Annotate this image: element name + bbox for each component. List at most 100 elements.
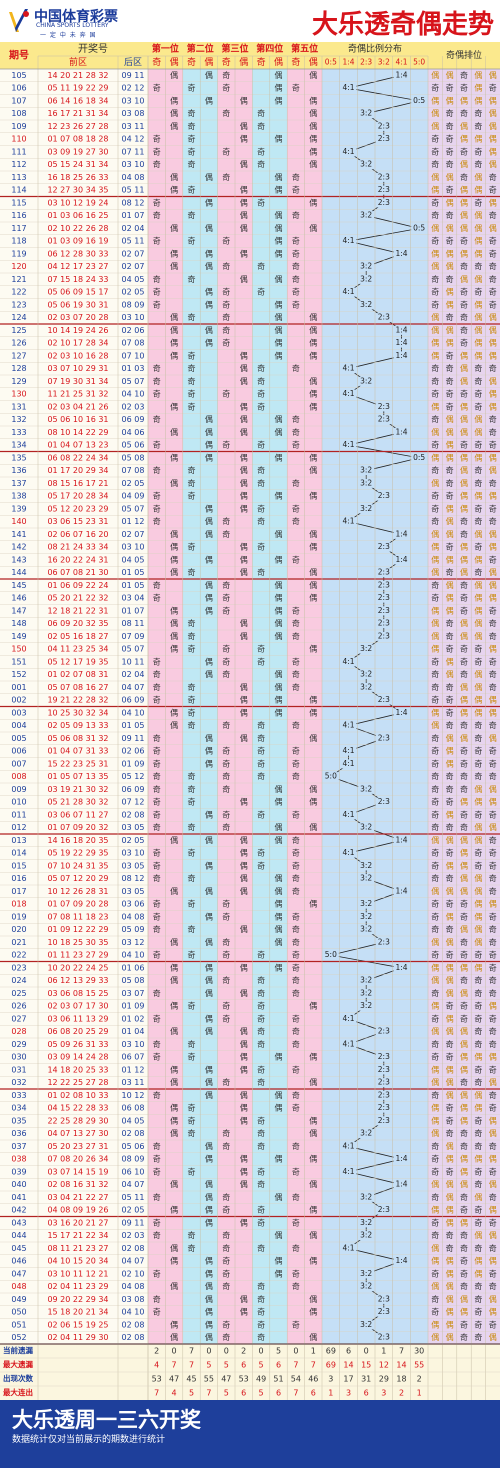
row-parity-mark: 偶: [275, 185, 283, 195]
row-arrangement-mark: 偶: [460, 491, 468, 501]
row-front-numbers: 01 02 08 10 33: [47, 1091, 108, 1100]
row-arrangement-mark: 奇: [460, 146, 468, 156]
row-parity-mark: 偶: [240, 848, 248, 858]
row-arrangement-mark: 奇: [489, 937, 497, 947]
ratio-mark: 3:2: [360, 1192, 372, 1201]
ratio-mark-bg: [375, 542, 392, 552]
row-parity-mark: 偶: [240, 503, 248, 513]
row-parity-mark: 偶: [309, 1052, 317, 1062]
stats-value: 5: [206, 1361, 211, 1370]
row-parity-mark: 偶: [170, 1026, 178, 1036]
row-arrangement-mark: 奇: [431, 440, 439, 450]
row-arrangement-mark: 奇: [431, 134, 439, 144]
ratio-mark-bg: [375, 631, 392, 641]
row-parity-mark: 偶: [240, 1039, 248, 1049]
row-parity-mark: 奇: [257, 809, 265, 819]
row-period: 021: [11, 938, 26, 947]
row-parity-mark: 偶: [309, 1077, 317, 1087]
row-parity-mark: 奇: [257, 733, 265, 743]
row-front-numbers: 02 06 07 16 20: [47, 530, 108, 539]
row-arrangement-mark: 偶: [446, 299, 454, 309]
row-period: 020: [11, 925, 26, 934]
page-title: 大乐透奇偶走势: [311, 10, 494, 40]
row-front-numbers: 01 07 09 20 28: [47, 900, 108, 909]
row-arrangement-mark: 偶: [460, 185, 468, 195]
row-parity-mark: 奇: [292, 261, 300, 271]
row-parity-mark: 偶: [309, 567, 317, 577]
row-parity-mark: 偶: [275, 350, 283, 360]
header-ratio-cell: 5:0: [413, 58, 425, 67]
row-period: 029: [11, 1040, 26, 1049]
row-parity-mark: 偶: [309, 1294, 317, 1304]
row-period: 144: [11, 568, 26, 577]
row-parity-mark: 偶: [170, 312, 178, 322]
row-back-numbers: 08 11: [122, 619, 145, 628]
ratio-mark-bg: [358, 1218, 375, 1228]
header-even: 偶: [204, 56, 213, 68]
row-parity-mark: 偶: [170, 452, 178, 462]
ratio-mark: 1:4: [395, 708, 407, 717]
row-arrangement-mark: 偶: [446, 248, 454, 258]
row-parity-mark: 奇: [188, 707, 196, 717]
row-parity-mark: 偶: [275, 924, 283, 934]
row-arrangement-mark: 奇: [474, 950, 482, 960]
row-arrangement-mark: 奇: [431, 593, 439, 603]
row-parity-mark: 奇: [153, 1230, 161, 1240]
ratio-mark: 3:2: [360, 1218, 372, 1227]
row-front-numbers: 12 27 30 34 35: [47, 186, 108, 195]
row-arrangement-mark: 偶: [460, 848, 468, 858]
row-arrangement-mark: 偶: [446, 669, 454, 679]
row-arrangement-mark: 偶: [489, 1307, 497, 1317]
row-arrangement-mark: 奇: [489, 809, 497, 819]
row-parity-mark: 偶: [275, 835, 283, 845]
row-parity-mark: 奇: [222, 911, 230, 921]
row-parity-mark: 偶: [275, 248, 283, 258]
row-parity-mark: 偶: [170, 618, 178, 628]
row-back-numbers: 07 12: [122, 798, 145, 807]
logo-text-en: CHINA SPORTS LOTTERY: [36, 22, 109, 29]
row-arrangement-mark: 奇: [431, 1039, 439, 1049]
row-arrangement-mark: 偶: [474, 325, 482, 335]
row-parity-mark: 奇: [222, 146, 230, 156]
row-arrangement-mark: 奇: [446, 950, 454, 960]
row-parity-mark: 奇: [257, 1026, 265, 1036]
row-parity-mark: 偶: [240, 1294, 248, 1304]
row-period: 043: [11, 1218, 26, 1227]
stats-value: 53: [239, 1375, 249, 1384]
stats-value: 47: [221, 1375, 231, 1384]
row-parity-mark: 偶: [309, 121, 317, 131]
row-parity-mark: 偶: [170, 1128, 178, 1138]
row-arrangement-mark: 偶: [489, 389, 497, 399]
row-parity-mark: 奇: [153, 503, 161, 513]
row-parity-mark: 奇: [222, 899, 230, 909]
row-arrangement-mark: 偶: [446, 656, 454, 666]
row-front-numbers: 04 12 17 23 27: [47, 262, 108, 271]
ratio-mark-bg: [393, 325, 410, 335]
row-back-numbers: 10 11: [122, 657, 145, 666]
row-front-numbers: 06 12 28 30 33: [47, 249, 108, 258]
row-arrangement-mark: 偶: [460, 1090, 468, 1100]
row-arrangement-mark: 偶: [460, 1217, 468, 1227]
row-arrangement-mark: 偶: [431, 1026, 439, 1036]
row-arrangement-mark: 偶: [489, 1077, 497, 1087]
row-parity-mark: 偶: [205, 452, 213, 462]
row-arrangement-mark: 奇: [431, 911, 439, 921]
row-parity-mark: 偶: [205, 1268, 213, 1278]
row-parity-mark: 奇: [188, 210, 196, 220]
row-arrangement-mark: 偶: [489, 529, 497, 539]
row-back-numbers: 02 08: [122, 1244, 145, 1253]
ratio-mark-bg: [358, 988, 375, 998]
stats-value: 7: [311, 1361, 316, 1370]
row-front-numbers: 05 11 19 22 29: [47, 84, 108, 93]
ratio-mark-bg: [375, 619, 392, 629]
row-arrangement-mark: 奇: [431, 299, 439, 309]
row-front-numbers: 12 22 25 27 28: [47, 1078, 108, 1087]
row-arrangement-mark: 偶: [474, 1052, 482, 1062]
row-arrangement-mark: 奇: [446, 491, 454, 501]
row-parity-mark: 偶: [275, 529, 283, 539]
row-arrangement-mark: 偶: [431, 223, 439, 233]
row-arrangement-mark: 偶: [474, 248, 482, 258]
row-arrangement-mark: 奇: [446, 1103, 454, 1113]
row-front-numbers: 02 05 09 13 33: [47, 721, 108, 730]
row-arrangement-mark: 奇: [446, 797, 454, 807]
